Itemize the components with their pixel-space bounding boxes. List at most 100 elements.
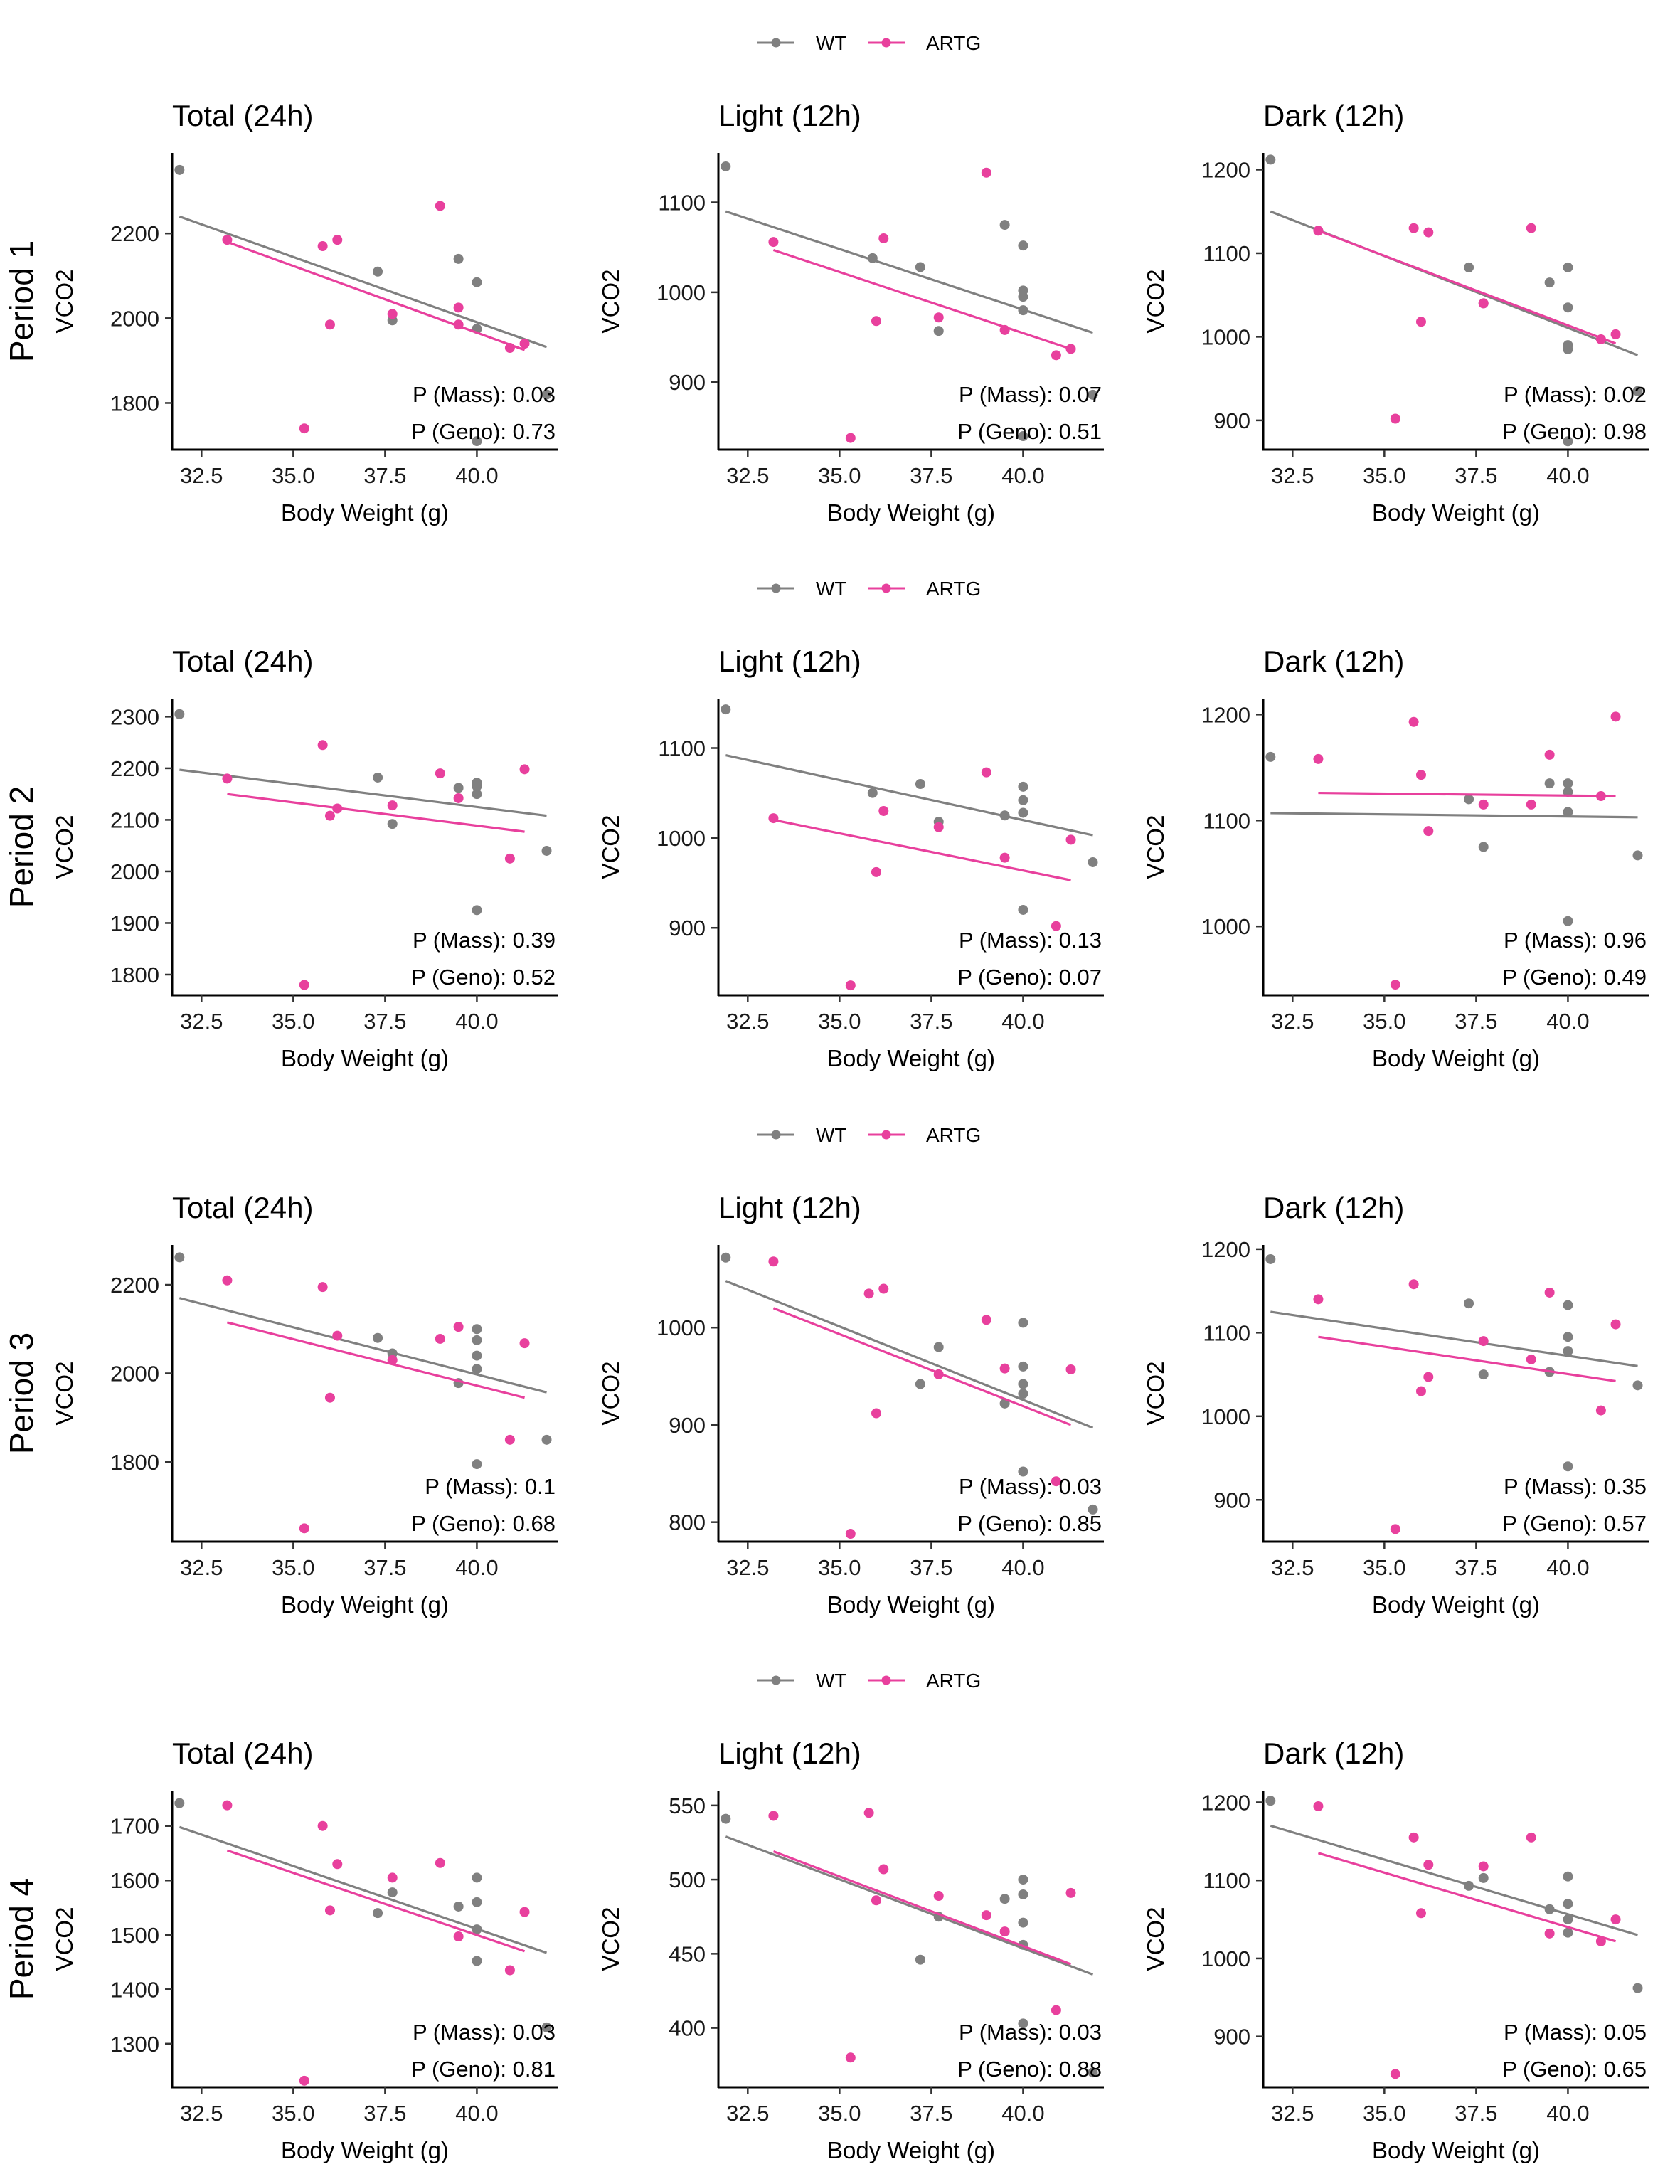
data-point [222, 1800, 233, 1811]
data-point [1065, 1364, 1076, 1375]
data-point [174, 709, 185, 719]
legend-label-artg: ARTG [926, 1670, 981, 1692]
data-point [1018, 1361, 1028, 1372]
data-point [373, 772, 383, 783]
p-geno-annotation: P (Geno): 0.51 [957, 419, 1102, 444]
regression-line [772, 1850, 1072, 1966]
data-point [1065, 1887, 1076, 1898]
x-tick-label: 32.5 [726, 1009, 769, 1034]
series-wt [174, 164, 552, 447]
data-point [387, 1872, 398, 1883]
y-tick-label: 1600 [110, 1868, 159, 1893]
data-point [721, 704, 731, 715]
data-point [174, 1252, 185, 1263]
data-point [1051, 350, 1061, 361]
data-point [1018, 1875, 1028, 1885]
data-point [435, 201, 445, 211]
data-point [1415, 317, 1426, 327]
x-tick-label: 35.0 [272, 1009, 314, 1034]
panel-title: Light (12h) [718, 99, 861, 132]
x-tick-label: 35.0 [818, 2101, 861, 2126]
series-artg [1313, 1801, 1621, 2079]
x-tick-label: 40.0 [455, 1009, 498, 1034]
x-tick-label: 37.5 [1455, 2101, 1497, 2126]
y-axis-title: VCO2 [51, 1907, 78, 1971]
data-point [1390, 413, 1400, 424]
legend-label-artg: ARTG [926, 1124, 981, 1146]
x-tick-label: 32.5 [1271, 1555, 1314, 1580]
series-wt [174, 1252, 552, 1470]
regression-line [227, 1321, 525, 1399]
data-point [453, 1931, 464, 1942]
series-artg [1313, 223, 1621, 424]
x-axis-title: Body Weight (g) [827, 1045, 995, 1071]
data-point [878, 233, 889, 244]
data-point [453, 253, 464, 264]
data-point [317, 1282, 328, 1293]
regression-line [226, 1849, 526, 1953]
x-axis-title: Body Weight (g) [827, 2137, 995, 2163]
y-tick-label: 1800 [110, 1450, 159, 1475]
data-point [1563, 436, 1573, 447]
x-tick-label: 35.0 [1363, 2101, 1405, 2126]
data-point [1563, 1914, 1573, 1925]
data-point [721, 161, 731, 171]
data-point [871, 316, 881, 327]
p-mass-annotation: P (Mass): 0.03 [413, 2020, 555, 2045]
data-point [453, 783, 464, 793]
data-point [1563, 1300, 1573, 1310]
data-point [324, 1905, 335, 1916]
p-geno-annotation: P (Geno): 0.73 [411, 419, 555, 444]
regression-line [1270, 1310, 1638, 1367]
y-tick-label: 2200 [110, 756, 159, 781]
data-point [863, 1288, 874, 1299]
data-point [332, 1859, 343, 1870]
series-artg [222, 1800, 530, 2086]
legend-label-artg: ARTG [926, 32, 981, 54]
p-geno-annotation: P (Geno): 0.98 [1502, 419, 1647, 444]
p-geno-annotation: P (Geno): 0.85 [957, 1511, 1102, 1536]
x-tick-label: 32.5 [1271, 463, 1314, 488]
data-point [299, 2075, 309, 2086]
data-point [373, 266, 383, 277]
data-point [878, 1864, 889, 1875]
legend: WT ARTG [757, 578, 981, 600]
data-point [871, 866, 881, 877]
p-mass-annotation: P (Mass): 0.39 [413, 928, 555, 953]
data-point [933, 1891, 944, 1902]
data-point [299, 980, 309, 990]
data-point [1563, 262, 1573, 272]
data-point [1018, 240, 1028, 251]
row-label: Period 1 [3, 240, 40, 362]
data-point [1563, 778, 1573, 789]
y-tick-label: 2200 [110, 1273, 159, 1298]
y-axis-title: VCO2 [597, 1362, 624, 1426]
regression-line [1318, 1335, 1616, 1383]
panel-title: Total (24h) [172, 645, 313, 678]
data-point [324, 319, 335, 330]
data-point [1563, 1332, 1573, 1342]
p-mass-annotation: P (Mass): 0.03 [413, 382, 555, 407]
panel-light: Light (12h) 32.5 35.0 37.5 40.0 900 1000 1100 Bo… [597, 99, 1104, 526]
data-point [174, 1798, 185, 1808]
data-point [721, 1813, 731, 1824]
panel-dark: Dark (12h) 32.5 35.0 37.5 40.0 900 1000 1100 120… [1142, 1191, 1649, 1618]
data-point [1632, 1983, 1643, 1993]
data-point [519, 339, 530, 349]
x-tick-label: 40.0 [1546, 2101, 1589, 2126]
data-point [1610, 1914, 1621, 1925]
data-point [1423, 1860, 1434, 1870]
data-point [1313, 753, 1324, 764]
data-point [999, 852, 1010, 863]
x-tick-label: 40.0 [1546, 1009, 1589, 1034]
series-wt [174, 1798, 552, 2032]
panel-title: Total (24h) [172, 1737, 313, 1770]
data-point [373, 1908, 383, 1919]
x-tick-label: 37.5 [910, 2101, 952, 2126]
p-geno-annotation: P (Geno): 0.68 [411, 1511, 555, 1536]
data-point [1563, 1461, 1573, 1472]
data-point [768, 237, 779, 248]
data-point [435, 1857, 445, 1868]
series-wt [721, 161, 1098, 442]
x-tick-label: 37.5 [1455, 1009, 1497, 1034]
